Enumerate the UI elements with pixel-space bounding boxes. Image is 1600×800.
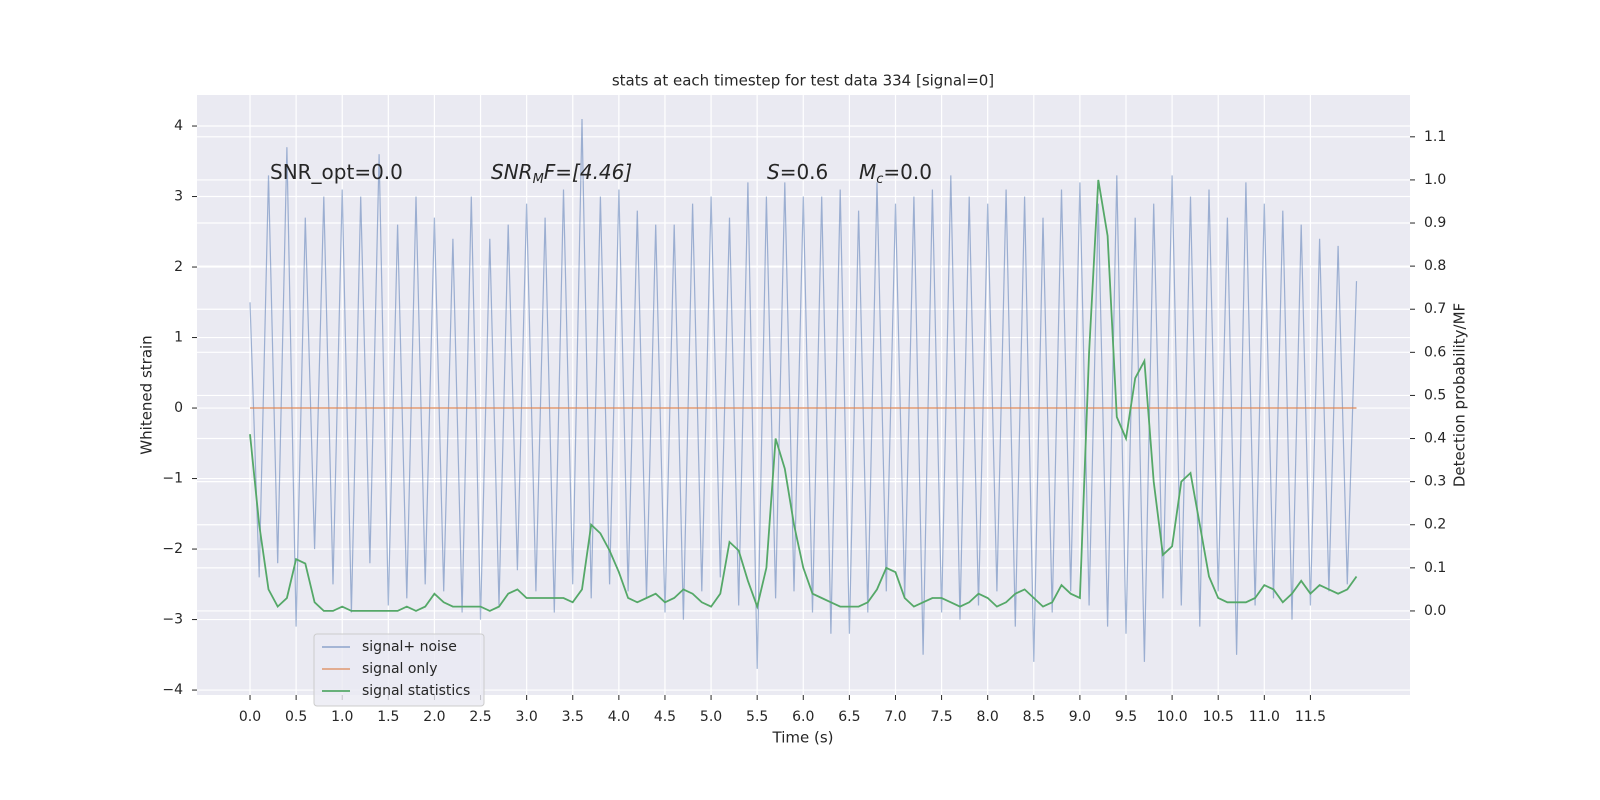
annotation-main: M	[859, 160, 876, 184]
x-tick-label: 2.5	[469, 709, 491, 725]
y2-tick-label: 0.0	[1424, 603, 1446, 619]
x-tick-label: 8.5	[1023, 709, 1045, 725]
x-tick-label: 4.5	[654, 709, 676, 725]
y-tick-label: 3	[174, 189, 183, 205]
x-tick-label: 11.0	[1249, 709, 1280, 725]
labels: 0.0 0.5 1.0 1.5 2.0 2.5 3.0 3.5 4.0 4.5 5.0 5.5 6.0 6…	[162, 118, 1446, 725]
x-tick-label: 1.0	[331, 709, 353, 725]
y-tick-label: 4	[174, 118, 183, 134]
annotation: S=0.6	[767, 160, 828, 184]
annotation-sub: c	[876, 172, 883, 187]
y-tick-label: −4	[162, 682, 183, 698]
y2-tick-label: 0.1	[1424, 560, 1446, 576]
annotation-sub: M	[533, 172, 544, 187]
y2-tick-label: 0.5	[1424, 387, 1446, 403]
series-line	[249, 179, 1358, 612]
x-tick-label: 0.5	[285, 709, 307, 725]
annotation-rest: F=[4.46]	[544, 160, 632, 184]
x-tick-label: 3.5	[562, 709, 584, 725]
y-tick-label: 0	[174, 400, 183, 416]
x-tick-label: 5.0	[700, 709, 722, 725]
legend-label: signal only	[362, 661, 437, 677]
x-tick-label: 9.0	[1069, 709, 1091, 725]
legend-label: signal statistics	[362, 683, 470, 699]
x-axis-label: Time (s)	[772, 729, 834, 747]
x-tick-label: 6.5	[838, 709, 860, 725]
y2-tick-label: 0.4	[1424, 431, 1446, 447]
y2-tick-label: 1.0	[1424, 172, 1446, 188]
annotation: Mc=0.0	[859, 160, 932, 187]
y-tick-label: 1	[174, 330, 183, 346]
x-tick-label: 5.5	[746, 709, 768, 725]
x-tick-label: 7.5	[930, 709, 952, 725]
y-tick-label: −3	[162, 612, 183, 628]
y2-tick-label: 1.1	[1424, 129, 1446, 145]
y-tick-label: −2	[162, 541, 183, 557]
y2-axis-label: Detection probability/MF	[1451, 303, 1469, 487]
annotation: SNRMF=[4.46]	[491, 160, 632, 187]
annotation-main: SNR_opt=0.0	[270, 160, 403, 184]
x-tick-label: 7.0	[884, 709, 906, 725]
marks	[249, 118, 1358, 669]
annotation-rest: =0.6	[780, 160, 829, 184]
y2-tick-label: 0.6	[1424, 344, 1446, 360]
annotation: SNR_opt=0.0	[270, 160, 403, 184]
annotation-rest: =0.0	[883, 160, 932, 184]
x-tick-label: 11.5	[1295, 709, 1326, 725]
x-tick-label: 0.0	[239, 709, 261, 725]
y2-tick-label: 0.9	[1424, 215, 1446, 231]
x-tick-label: 6.0	[792, 709, 814, 725]
x-tick-label: 10.5	[1203, 709, 1234, 725]
y-tick-label: 2	[174, 259, 183, 275]
x-tick-label: 1.5	[377, 709, 399, 725]
y2-tick-label: 0.2	[1424, 517, 1446, 533]
y-axis-label: Whitened strain	[138, 335, 156, 454]
x-tick-label: 2.0	[423, 709, 445, 725]
x-tick-label: 4.0	[608, 709, 630, 725]
legend: signal+ noise signal only signal statistic…	[313, 633, 485, 707]
x-tick-label: 8.0	[977, 709, 999, 725]
legend-box	[313, 633, 485, 707]
x-tick-label: 9.5	[1115, 709, 1137, 725]
y2-tick-label: 0.3	[1424, 474, 1446, 490]
legend-label: signal+ noise	[362, 639, 457, 655]
annotation-main: S	[767, 160, 780, 184]
x-tick-label: 10.0	[1157, 709, 1188, 725]
y-tick-label: −1	[162, 471, 183, 487]
chart-title: stats at each timestep for test data 334…	[612, 72, 994, 90]
y2-tick-label: 0.7	[1424, 301, 1446, 317]
x-tick-label: 3.0	[516, 709, 538, 725]
series-line	[249, 118, 1358, 669]
annotation-main: SNR	[491, 160, 533, 184]
y2-tick-label: 0.8	[1424, 258, 1446, 274]
